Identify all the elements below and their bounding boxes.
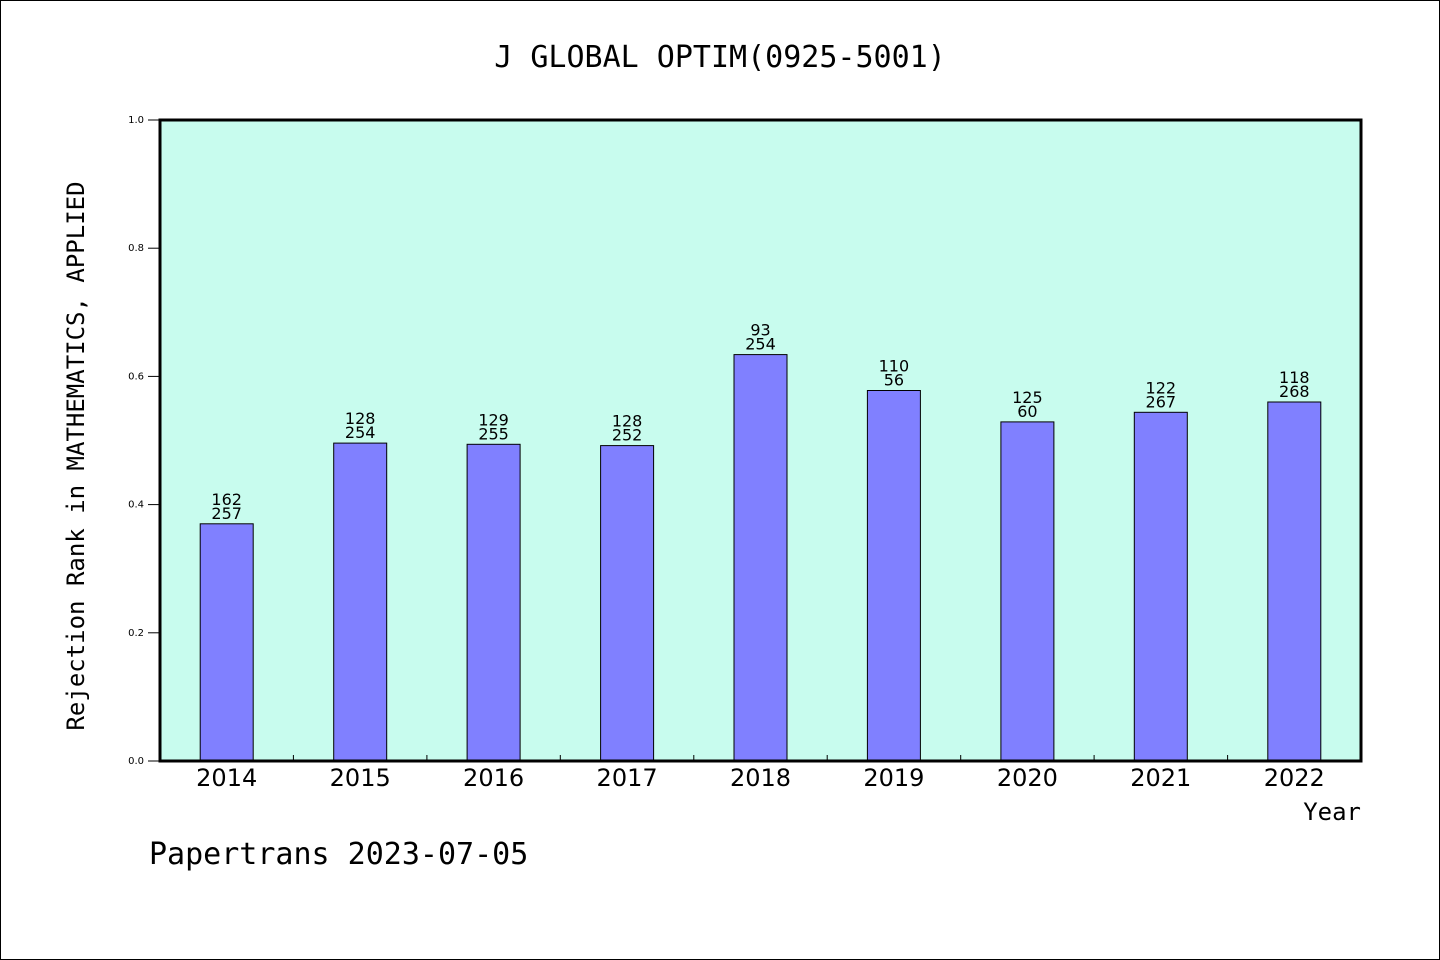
bar-2021: [1133, 411, 1188, 762]
bar-label-top-2021: 122: [1146, 378, 1177, 397]
bar-label-top-2015: 128: [345, 409, 376, 428]
y-tick-label-4: 0.8: [128, 243, 144, 254]
bar-2022: [1267, 401, 1322, 762]
bar-2018: [733, 354, 788, 762]
bar-label-top-2018: 93: [750, 321, 770, 340]
bar-label-top-2016: 129: [478, 410, 509, 429]
x-tick-label-2019: 2019: [863, 764, 924, 792]
x-axis-label: Year: [1303, 798, 1361, 826]
x-tick-label-2017: 2017: [597, 764, 658, 792]
y-tick-label-3: 0.6: [128, 371, 144, 382]
bar-label-bottom-2020: 60: [1017, 402, 1037, 421]
x-tick-label-2018: 2018: [730, 764, 791, 792]
bar-label-top-2019: 110: [879, 357, 910, 376]
bar-label-bottom-2018: 254: [745, 335, 776, 354]
bar-label-bottom-2017: 252: [612, 426, 643, 445]
x-tick-label-2014: 2014: [196, 764, 257, 792]
bar-label-bottom-2022: 268: [1279, 382, 1310, 401]
bar-2015: [333, 442, 388, 762]
bar-label-top-2020: 125: [1012, 388, 1043, 407]
bar-2017: [600, 445, 655, 762]
bar-2020: [1000, 421, 1055, 762]
x-tick-label-2022: 2022: [1264, 764, 1325, 792]
bar-2016: [466, 443, 521, 762]
y-tick-label-0: 0.0: [128, 756, 144, 767]
bar-label-bottom-2014: 257: [211, 504, 242, 523]
bar-label-bottom-2021: 267: [1146, 392, 1177, 411]
x-tick-label-2021: 2021: [1130, 764, 1191, 792]
y-tick-label-5: 1.0: [128, 115, 144, 126]
bar-label-top-2022: 118: [1279, 368, 1310, 387]
bar-label-top-2014: 162: [211, 490, 242, 509]
bar-label-bottom-2015: 254: [345, 423, 376, 442]
y-axis-label: Rejection Rank in MATHEMATICS, APPLIED: [62, 181, 90, 730]
x-tick-label-2015: 2015: [330, 764, 391, 792]
bar-label-bottom-2016: 255: [478, 424, 509, 443]
bar-2019: [866, 390, 921, 762]
plot-border: [158, 118, 1363, 763]
x-tick-label-2016: 2016: [463, 764, 524, 792]
chart-title: J GLOBAL OPTIM(0925-5001): [494, 40, 946, 75]
footer-watermark: Papertrans 2023-07-05: [149, 837, 528, 872]
bar-label-top-2017: 128: [612, 412, 643, 431]
y-tick-label-2: 0.4: [128, 500, 144, 511]
bar-2014: [199, 523, 254, 762]
y-tick-label-1: 0.2: [128, 628, 144, 639]
bar-label-bottom-2019: 56: [884, 371, 904, 390]
x-tick-label-2020: 2020: [997, 764, 1058, 792]
